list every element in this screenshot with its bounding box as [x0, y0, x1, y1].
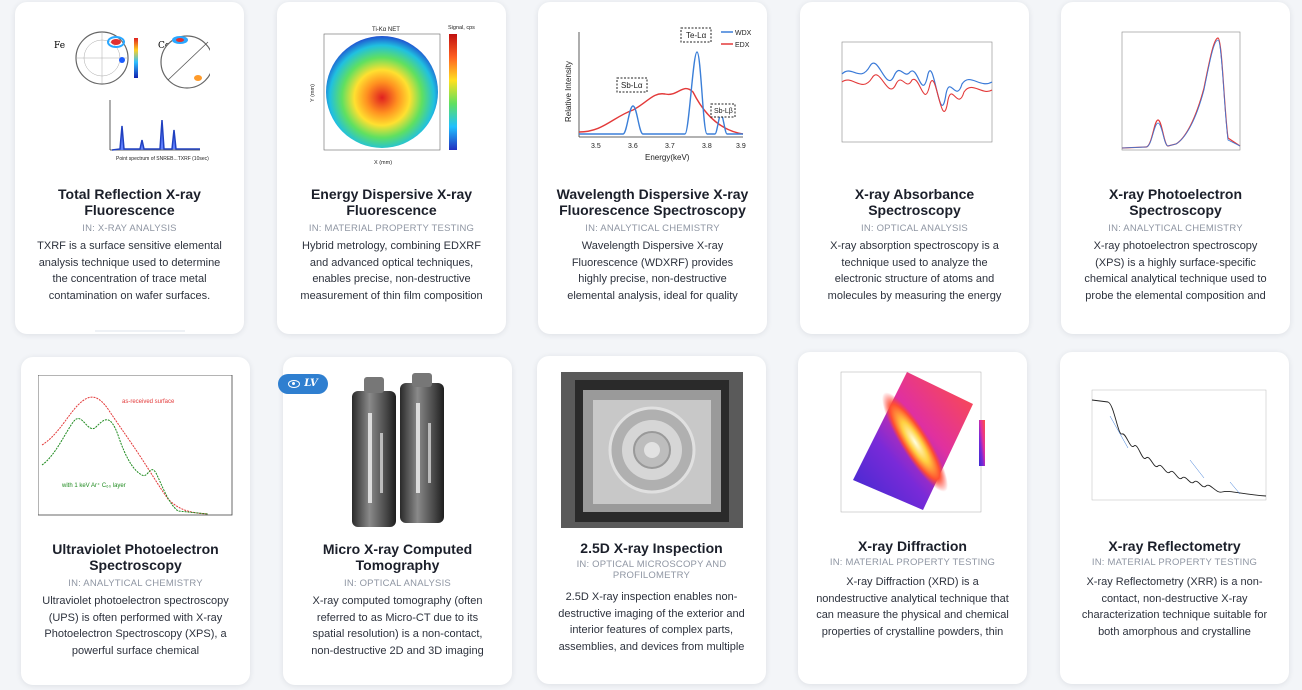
card-description: X-ray photoelectron spectroscopy (XPS) i… [1084, 240, 1267, 302]
wdx-ylabel: Relative Intensity [564, 61, 573, 122]
ups-label-c60: with 1 keV Ar⁺ C₆₀ layer [61, 482, 126, 489]
edxrf-thumbnail: Ti-Kα NET Signal, cps X (mm) Y (mm) [301, 22, 482, 172]
card-title: Total Reflection X-ray Fluorescence [58, 186, 201, 218]
svg-text:Point spectrum of SNREB...TXRF: Point spectrum of SNREB...TXRF (10sec) [116, 156, 209, 162]
edx-legend-title: Signal, cps [448, 25, 475, 31]
card-xas[interactable]: X-ray Absorbance Spectroscopy IN: OPTICA… [800, 2, 1029, 334]
ups-thumbnail: as-received surface with 1 keV Ar⁺ C₆₀ l… [37, 375, 234, 525]
card-title: Energy Dispersive X-ray Fluorescence [310, 186, 473, 218]
badge-label: LV [304, 378, 318, 389]
txrf-fe-label: Fe [54, 41, 65, 51]
card-description: X-ray absorption spectroscopy is a techn… [827, 240, 1002, 302]
edx-title: Ti-Kα NET [372, 27, 400, 33]
card-category: IN: ANALYTICAL CHEMISTRY [1108, 223, 1243, 234]
xrd-thumbnail [832, 368, 993, 528]
txrf-co-label: Co [158, 41, 170, 51]
ups-label-received: as-received surface [122, 399, 175, 405]
card-description: Ultraviolet photoelectron spectroscopy (… [42, 595, 229, 657]
card-edxrf[interactable]: Ti-Kα NET Signal, cps X (mm) Y (mm) Ener… [277, 2, 506, 334]
card-category: IN: MATERIAL PROPERTY TESTING [829, 557, 996, 568]
card-category: IN: OPTICAL ANALYSIS [344, 578, 451, 589]
card-description: Hybrid metrology, combining EDXRF and ad… [300, 240, 483, 302]
wdx-tick: 3.8 [702, 143, 712, 150]
card-title: X-ray Diffraction [858, 538, 967, 554]
card-description: X-ray Diffraction (XRD) is a nondestruct… [816, 576, 1009, 638]
edx-xlabel: X (mm) [374, 160, 392, 166]
wdx-tick: 3.6 [628, 143, 638, 150]
card-description: X-ray Reflectometry (XRR) is a non-conta… [1081, 576, 1268, 638]
card-category: IN: OPTICAL MICROSCOPY AND PROFILOMETRY [576, 559, 727, 581]
xps-thumbnail [1105, 28, 1246, 168]
card-xrr[interactable]: X-ray Reflectometry IN: MATERIAL PROPERT… [1060, 352, 1289, 684]
wdx-tick: 3.7 [665, 143, 675, 150]
card-category: IN: ANALYTICAL CHEMISTRY [585, 223, 720, 234]
card-microct[interactable]: Micro X-ray Computed Tomography IN: OPTI… [283, 357, 512, 685]
wdx-tick: 3.9 [736, 143, 746, 150]
xas-thumbnail [829, 34, 1000, 164]
txrf-thumbnail: Fe Co Point spectrum o [49, 30, 210, 180]
card-category: IN: X-RAY ANALYSIS [82, 223, 177, 234]
card-category: IN: OPTICAL ANALYSIS [861, 223, 968, 234]
card-description: TXRF is a surface sensitive elemental an… [37, 240, 222, 302]
card-description: X-ray computed tomography (often referre… [311, 595, 484, 657]
card-title: Ultraviolet Photoelectron Spectroscopy [52, 541, 219, 573]
card-title: X-ray Absorbance Spectroscopy [854, 186, 975, 218]
wdx-tick: 3.5 [591, 143, 601, 150]
card-2-5d-inspection[interactable]: 2.5D X-ray Inspection IN: OPTICAL MICROS… [537, 356, 766, 684]
card-title: X-ray Photoelectron Spectroscopy [1108, 186, 1243, 218]
card-category: IN: MATERIAL PROPERTY TESTING [1091, 557, 1258, 568]
card-title: Micro X-ray Computed Tomography [322, 541, 473, 573]
card-description: 2.5D X-ray inspection enables non-destru… [558, 591, 745, 653]
card-category: IN: ANALYTICAL CHEMISTRY [68, 578, 203, 589]
card-wdxrf[interactable]: WDX EDX Te-Lα Sb-Lα Sb-Lβ 3.5 3.6 3.7 3.… [538, 2, 767, 334]
xrr-thumbnail [1079, 386, 1270, 516]
card-ups[interactable]: as-received surface with 1 keV Ar⁺ C₆₀ l… [21, 357, 250, 685]
card-xrd[interactable]: X-ray Diffraction IN: MATERIAL PROPERTY … [798, 352, 1027, 684]
wdx-xlabel: Energy(keV) [645, 153, 690, 162]
wdx-legend-edx: EDX [735, 42, 750, 49]
card-txrf[interactable]: Fe Co Point spectrum o [15, 2, 244, 334]
wdx-legend-wdx: WDX [735, 30, 752, 37]
card-title: Wavelength Dispersive X-ray Fluorescence… [556, 186, 749, 218]
card-divider [95, 330, 185, 332]
card-title: X-ray Reflectometry [1108, 538, 1241, 554]
wdx-te-label: Te-Lα [686, 31, 707, 40]
wdx-sb-label: Sb-Lα [621, 81, 643, 90]
card-xps[interactable]: X-ray Photoelectron Spectroscopy IN: ANA… [1061, 2, 1290, 334]
eye-icon [288, 380, 301, 388]
lv-badge: LV [278, 374, 328, 394]
card-category: IN: MATERIAL PROPERTY TESTING [308, 223, 475, 234]
card-description: Wavelength Dispersive X-ray Fluorescence… [567, 240, 738, 302]
edx-ylabel: Y (mm) [310, 84, 316, 102]
wdx-sbl-label: Sb-Lβ [714, 108, 733, 115]
inspection-thumbnail [560, 372, 743, 528]
microct-thumbnail [337, 373, 458, 529]
wdxrf-thumbnail: WDX EDX Te-Lα Sb-Lα Sb-Lβ 3.5 3.6 3.7 3.… [552, 22, 753, 182]
card-title: 2.5D X-ray Inspection [580, 540, 723, 556]
